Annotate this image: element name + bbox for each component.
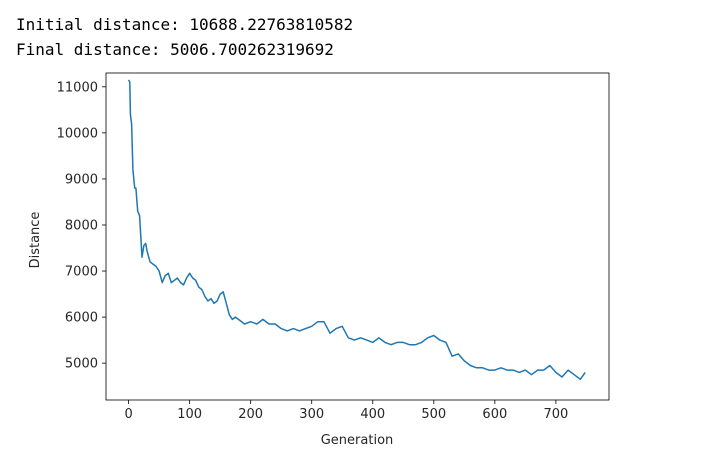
y-tick-label: 10000 xyxy=(57,126,98,141)
x-tick-label: 300 xyxy=(299,407,324,422)
x-tick-label: 600 xyxy=(482,407,507,422)
plot-lines xyxy=(127,79,586,381)
x-tick-label: 0 xyxy=(124,407,132,422)
x-tick-label: 200 xyxy=(238,407,263,422)
y-axis-label: Distance xyxy=(28,212,43,269)
initial-distance-text: Initial distance: 10688.22763810582 xyxy=(16,15,354,34)
x-axis-ticks: 0 100 200 300 400 500 600 700 xyxy=(124,400,568,422)
final-distance-text: Final distance: 5006.700262319692 xyxy=(16,40,334,59)
y-tick-label: 5000 xyxy=(65,357,98,372)
x-tick-label: 700 xyxy=(543,407,568,422)
y-tick-label: 9000 xyxy=(65,172,98,187)
plot-frame xyxy=(105,72,610,401)
y-tick-label: 7000 xyxy=(65,265,98,280)
x-tick-label: 500 xyxy=(421,407,446,422)
y-tick-label: 11000 xyxy=(57,80,98,95)
x-axis-label: Generation xyxy=(321,433,394,448)
x-tick-label: 100 xyxy=(177,407,202,422)
x-tick-label: 400 xyxy=(360,407,385,422)
cell-output: Initial distance: 10688.22763810582 Final… xyxy=(16,12,353,62)
y-axis-ticks: 5000 6000 7000 8000 9000 10000 11000 xyxy=(57,80,106,372)
y-tick-label: 6000 xyxy=(65,311,98,326)
distance-series-line xyxy=(127,79,586,381)
y-tick-label: 8000 xyxy=(65,218,98,233)
